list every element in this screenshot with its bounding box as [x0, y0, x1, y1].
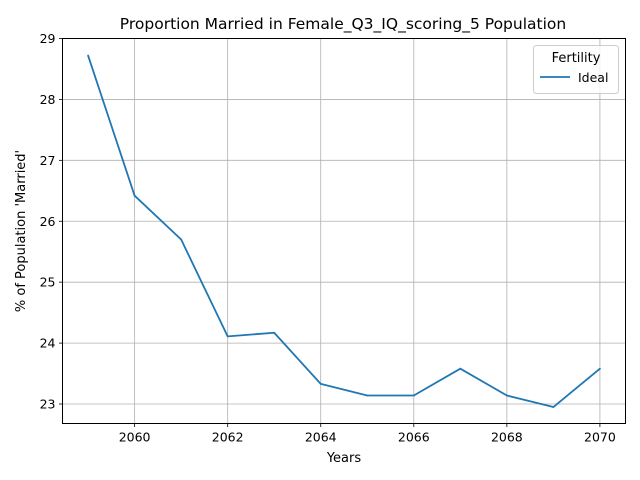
- x-tick-label: 2068: [491, 430, 523, 445]
- x-tick-label: 2062: [212, 430, 244, 445]
- y-tick-label: 26: [40, 214, 56, 229]
- legend-title: Fertility: [552, 51, 601, 66]
- x-tick-label: 2060: [119, 430, 151, 445]
- axis-ticks: 2060 2062 2064 2066 2068 2070 23 24 25 26 27 28 29: [40, 31, 616, 445]
- data-point: [226, 335, 229, 338]
- data-point: [599, 367, 601, 370]
- y-tick-label: 28: [40, 92, 56, 107]
- legend-box: [533, 45, 619, 94]
- grid: [62, 38, 626, 424]
- y-axis-label: % of Population 'Married': [14, 150, 29, 312]
- data-point: [459, 367, 462, 370]
- series-layer: [87, 54, 601, 408]
- y-tick-label: 29: [40, 31, 56, 46]
- y-tick-label: 23: [40, 397, 56, 412]
- legend-label-ideal: Ideal: [578, 70, 608, 85]
- plot-frame: [62, 38, 626, 424]
- x-tick-label: 2064: [305, 430, 337, 445]
- data-point: [180, 238, 183, 241]
- data-point: [505, 394, 508, 397]
- x-axis-label: Years: [326, 451, 362, 466]
- data-point: [366, 394, 369, 397]
- data-point: [133, 194, 136, 197]
- x-tick-label: 2070: [584, 430, 616, 445]
- data-point: [412, 394, 415, 397]
- data-point: [319, 383, 322, 385]
- chart-title: Proportion Married in Female_Q3_IQ_scori…: [120, 15, 566, 34]
- data-point: [87, 54, 89, 57]
- y-tick-label: 25: [40, 275, 56, 290]
- data-point: [273, 331, 276, 334]
- y-tick-label: 27: [40, 153, 56, 168]
- legend: Fertility Ideal: [533, 45, 619, 94]
- series-line-ideal: [87, 55, 601, 408]
- x-tick-label: 2066: [398, 430, 430, 445]
- y-tick-label: 24: [40, 336, 56, 351]
- data-point: [552, 406, 555, 408]
